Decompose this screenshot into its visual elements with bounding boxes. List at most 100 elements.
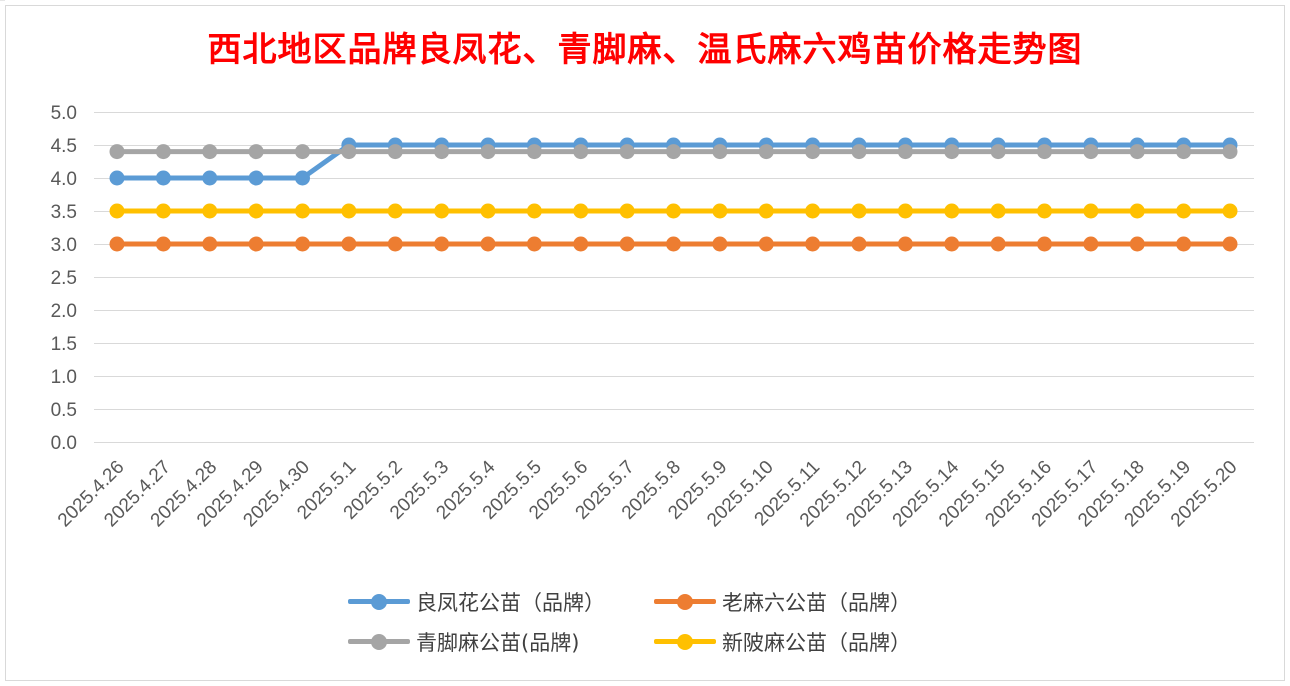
data-point[interactable]	[480, 203, 496, 219]
legend-line-marker-icon	[348, 624, 410, 660]
data-point[interactable]	[619, 144, 635, 160]
data-point[interactable]	[295, 236, 310, 252]
data-point[interactable]	[990, 236, 1006, 252]
data-point[interactable]	[1176, 236, 1192, 252]
data-point[interactable]	[155, 170, 171, 186]
y-tick-label: 2.5	[51, 268, 77, 289]
data-point[interactable]	[851, 144, 867, 160]
data-point[interactable]	[434, 236, 450, 252]
line-chart-plot: 0.0 0.5 1.0 1.5 2.0 2.5 3.0 3.5 4.0 4.5 5.0 2025.4…	[51, 103, 1254, 531]
data-point[interactable]	[666, 203, 681, 219]
data-point[interactable]	[295, 203, 310, 219]
data-point[interactable]	[434, 144, 450, 160]
data-point[interactable]	[805, 203, 821, 219]
data-point[interactable]	[109, 203, 125, 219]
data-point[interactable]	[1176, 203, 1192, 219]
data-point[interactable]	[619, 236, 635, 252]
data-point[interactable]	[944, 203, 960, 219]
data-point[interactable]	[109, 144, 125, 160]
data-point[interactable]	[1129, 236, 1145, 252]
data-point[interactable]	[202, 144, 218, 160]
data-point[interactable]	[712, 236, 728, 252]
data-point[interactable]	[295, 144, 310, 160]
data-point[interactable]	[944, 144, 960, 160]
data-point[interactable]	[1037, 144, 1052, 160]
y-tick-label: 2.0	[51, 301, 77, 322]
data-point[interactable]	[897, 236, 913, 252]
chart-legend: 良凤花公苗（品牌） 老麻六公苗（品牌） 青脚麻公苗(品牌) 新陂麻公苗（品牌）	[0, 584, 1290, 664]
data-point[interactable]	[573, 236, 589, 252]
data-point[interactable]	[1176, 144, 1192, 160]
data-point[interactable]	[1083, 236, 1099, 252]
data-point[interactable]	[387, 203, 403, 219]
data-point[interactable]	[758, 236, 774, 252]
data-point[interactable]	[341, 144, 357, 160]
data-point[interactable]	[805, 236, 821, 252]
data-series	[109, 137, 1238, 252]
data-point[interactable]	[1083, 144, 1099, 160]
series-4	[109, 203, 1238, 219]
legend-label: 青脚麻公苗(品牌)	[416, 631, 580, 655]
data-point[interactable]	[1129, 203, 1145, 219]
data-point[interactable]	[805, 144, 821, 160]
data-point[interactable]	[897, 203, 913, 219]
data-point[interactable]	[341, 203, 357, 219]
data-point[interactable]	[526, 236, 542, 252]
data-point[interactable]	[1083, 203, 1099, 219]
data-point[interactable]	[1037, 203, 1052, 219]
y-tick-label: 1.5	[51, 334, 77, 355]
data-point[interactable]	[526, 203, 542, 219]
y-tick-label: 5.0	[51, 103, 77, 124]
data-point[interactable]	[109, 170, 125, 186]
data-point[interactable]	[248, 144, 264, 160]
data-point[interactable]	[758, 203, 774, 219]
legend-item-series-3[interactable]: 青脚麻公苗(品牌)	[348, 624, 579, 660]
data-point[interactable]	[666, 236, 681, 252]
data-point[interactable]	[202, 236, 218, 252]
data-point[interactable]	[341, 236, 357, 252]
data-point[interactable]	[155, 236, 171, 252]
y-tick-label: 0.5	[51, 400, 77, 421]
data-point[interactable]	[1222, 236, 1238, 252]
data-point[interactable]	[758, 144, 774, 160]
data-point[interactable]	[109, 236, 125, 252]
data-point[interactable]	[480, 236, 496, 252]
data-point[interactable]	[990, 144, 1006, 160]
legend-label: 新陂麻公苗（品牌）	[722, 631, 911, 655]
data-point[interactable]	[1222, 144, 1238, 160]
legend-item-series-4[interactable]: 新陂麻公苗（品牌）	[654, 624, 911, 660]
data-point[interactable]	[387, 236, 403, 252]
data-point[interactable]	[1037, 236, 1052, 252]
data-point[interactable]	[712, 144, 728, 160]
chart-title: 西北地区品牌良凤花、青脚麻、温氏麻六鸡苗价格走势图	[207, 30, 1083, 70]
data-point[interactable]	[202, 203, 218, 219]
data-point[interactable]	[666, 144, 681, 160]
data-point[interactable]	[248, 203, 264, 219]
data-point[interactable]	[1129, 144, 1145, 160]
data-point[interactable]	[480, 144, 496, 160]
data-point[interactable]	[155, 203, 171, 219]
data-point[interactable]	[387, 144, 403, 160]
data-point[interactable]	[202, 170, 218, 186]
data-point[interactable]	[1222, 203, 1238, 219]
data-point[interactable]	[295, 170, 310, 186]
legend-label: 老麻六公苗（品牌）	[722, 591, 911, 615]
data-point[interactable]	[248, 170, 264, 186]
data-point[interactable]	[619, 203, 635, 219]
data-point[interactable]	[897, 144, 913, 160]
data-point[interactable]	[851, 203, 867, 219]
data-point[interactable]	[851, 236, 867, 252]
y-tick-label: 3.5	[51, 202, 77, 223]
data-point[interactable]	[526, 144, 542, 160]
data-point[interactable]	[944, 236, 960, 252]
data-point[interactable]	[573, 203, 589, 219]
data-point[interactable]	[434, 203, 450, 219]
legend-item-series-1[interactable]: 良凤花公苗（品牌）	[348, 584, 605, 620]
data-point[interactable]	[990, 203, 1006, 219]
data-point[interactable]	[573, 144, 589, 160]
legend-item-series-2[interactable]: 老麻六公苗（品牌）	[654, 584, 911, 620]
data-point[interactable]	[248, 236, 264, 252]
y-axis-tick-labels: 0.0 0.5 1.0 1.5 2.0 2.5 3.0 3.5 4.0 4.5 5.0	[51, 103, 77, 454]
data-point[interactable]	[712, 203, 728, 219]
data-point[interactable]	[155, 144, 171, 160]
